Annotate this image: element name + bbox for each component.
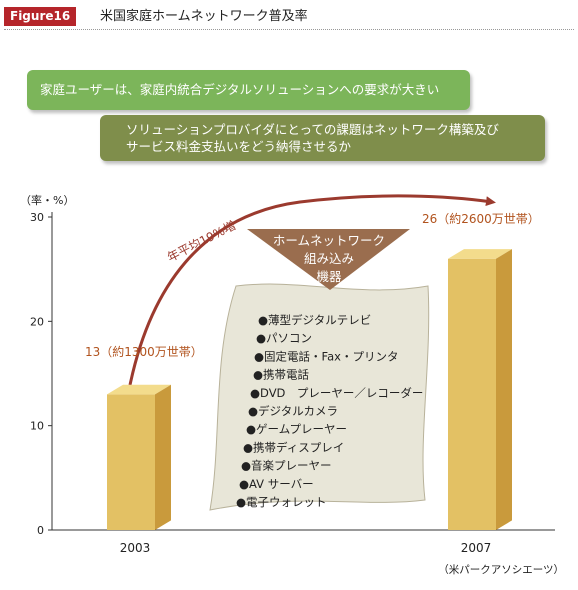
bar-2007 (448, 249, 512, 530)
banner-provider-line-2: サービス料金支払いをどう納得させるか (126, 139, 352, 154)
y-tick-label: 20 (30, 315, 44, 328)
x-tick-label: 2003 (120, 541, 151, 555)
y-tick-label: 0 (37, 524, 44, 537)
banner-user-demand-text: 家庭ユーザーは、家庭内統合デジタルソリューションへの要求が大きい (40, 82, 440, 97)
y-tick-label: 30 (30, 211, 44, 224)
embedded-title-line: 機器 (316, 269, 342, 284)
bar-front (448, 258, 496, 530)
data-label-2007: 26（約2600万世帯） (422, 211, 540, 226)
device-list-item: ●デジタルカメラ (248, 404, 338, 418)
bar-top (448, 249, 512, 259)
device-list-paper (209, 283, 430, 511)
device-list-item: ●DVD プレーヤー／レコーダー (250, 386, 423, 400)
banner-provider-challenge: ソリューションプロバイダにとっての課題はネットワーク構築及び サービス料金支払い… (100, 115, 545, 161)
bar-side (155, 384, 171, 530)
figure-badge: Figure16 (4, 7, 77, 26)
y-tick-label: 10 (30, 420, 44, 433)
banner-user-demand: 家庭ユーザーは、家庭内統合デジタルソリューションへの要求が大きい (27, 70, 470, 110)
x-tick-label: 2007 (461, 541, 492, 555)
embedded-title-line: ホームネットワーク (273, 233, 385, 248)
bar-top (107, 384, 171, 395)
embedded-devices-triangle (247, 229, 410, 290)
figure-header: Figure16 米国家庭ホームネットワーク普及率 (4, 6, 574, 30)
figure-title: 米国家庭ホームネットワーク普及率 (100, 9, 308, 24)
header-divider (4, 29, 574, 30)
device-list-item: ●固定電話・Fax・プリンタ (254, 349, 398, 363)
device-list-item: ●携帯電話 (253, 368, 310, 382)
embedded-title-line: 組み込み (304, 251, 354, 266)
device-list-item: ●パソコン (256, 331, 312, 345)
device-list-item: ●携帯ディスプレイ (243, 440, 344, 454)
bar-2003 (107, 384, 171, 530)
bar-front (107, 394, 155, 530)
device-list-item: ●ゲームプレーヤー (246, 422, 347, 436)
source-note: （米パークアソシエーツ） (438, 564, 564, 576)
device-list-item: ●薄型デジタルテレビ (258, 313, 371, 327)
growth-arrow (128, 194, 496, 386)
data-label-2003: 13（約1300万世帯） (85, 344, 203, 359)
device-list-item: ●電子ウォレット (236, 495, 327, 509)
device-list-item: ●AV サーバー (239, 477, 314, 491)
bar-side (496, 249, 512, 530)
banner-provider-line-1: ソリューションプロバイダにとっての課題はネットワーク構築及び (126, 122, 499, 137)
device-list-item: ●音楽プレーヤー (241, 459, 332, 473)
y-axis-label: （率・%） (20, 193, 74, 207)
growth-annotation: 年平均19%増 (165, 218, 238, 264)
